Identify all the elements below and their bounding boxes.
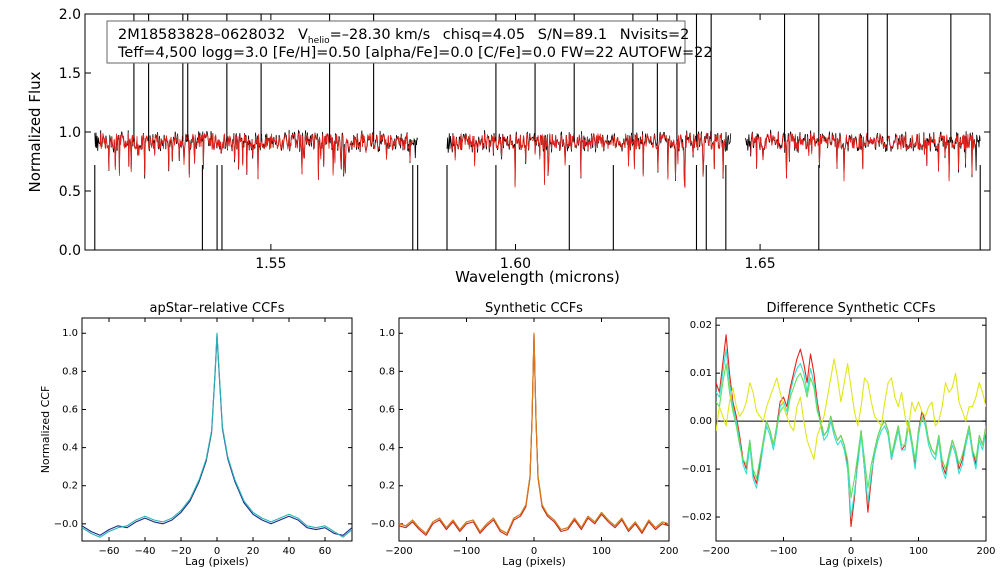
x-tick-label: 0 <box>848 546 854 557</box>
x-tick-label: −100 <box>453 546 480 557</box>
y-tick-label: 0.2 <box>62 481 78 492</box>
series-line-ccf-cyan <box>82 332 352 538</box>
series-line-syn-orange <box>399 332 669 534</box>
y-tick-label: 0.01 <box>690 368 712 379</box>
panel-title: Difference Synthetic CCFs <box>766 301 935 316</box>
y-tick-label: 0.6 <box>379 404 395 415</box>
y-tick-label: 1.5 <box>59 66 81 82</box>
y-tick-label: 0.00 <box>690 416 712 427</box>
synthetic-ccf-panel: −200 −100 0 100 200 −0.0 0.2 0.4 0.6 0.8 1.0 Synthe… <box>371 301 679 568</box>
x-tick-label: 0 <box>214 546 220 557</box>
y-tick-label: 0.02 <box>690 320 712 331</box>
y-tick-label: 1.0 <box>62 328 78 339</box>
x-tick-label: 200 <box>659 546 678 557</box>
x-tick-label: 100 <box>592 546 611 557</box>
y-tick-label: −0.0 <box>371 519 395 530</box>
plot-frame <box>81 317 353 542</box>
y-tick-label: −0.0 <box>54 519 78 530</box>
snr-value: S/N=89.1 <box>538 27 607 43</box>
x-tick-label: −60 <box>98 546 119 557</box>
series-line-ccf-dark <box>82 334 352 536</box>
x-tick-label: 20 <box>247 546 260 557</box>
series-line-diff-green <box>716 363 986 499</box>
x-axis-title: Lag (pixels) <box>819 555 883 568</box>
y-tick-label: −0.02 <box>681 512 712 523</box>
series-group <box>399 332 669 536</box>
y-tick-label: −0.01 <box>681 464 712 475</box>
x-tick-label: 1.65 <box>744 256 775 272</box>
y-tick-label: 0.8 <box>62 366 78 377</box>
panel-title: apStar–relative CCFs <box>150 301 285 316</box>
apstar-ccf-panel: −60 −40 −20 0 20 40 60 −0.0 0.2 0.4 0.6 0.8 1.0 apSta… <box>39 301 353 568</box>
star-id: 2M18583828–0628032 <box>118 27 285 43</box>
difference-ccf-panel: −200 −100 0 100 200 −0.02 −0.01 0.00 0.01 0.02 Dif… <box>681 301 995 568</box>
y-axis-title: Normalized Flux <box>26 71 44 192</box>
series-line-syn-red <box>399 334 669 536</box>
vhelio-value: =–28.30 km/s <box>330 27 430 43</box>
x-tick-label: 100 <box>909 546 928 557</box>
x-axis-title: Lag (pixels) <box>502 555 566 568</box>
nvisits-value: Nvisits=2 <box>620 27 690 43</box>
y-tick-label: 0.5 <box>59 184 81 200</box>
x-tick-label: 1.60 <box>500 256 531 272</box>
chisq-value: chisq=4.05 <box>443 27 525 43</box>
info-box-frame <box>106 20 686 64</box>
x-tick-label: −200 <box>385 546 412 557</box>
vhelio-prefix: V <box>298 27 308 43</box>
y-tick-label: 0.2 <box>379 481 395 492</box>
spectrum-panel: 1.55 1.60 1.65 0.0 0.5 1.0 1.5 2.0 Wavelength (m… <box>26 7 991 286</box>
y-tick-label: 0.6 <box>62 404 78 415</box>
series-line-syn-green <box>399 332 669 534</box>
y-tick-label: 0.4 <box>62 443 78 454</box>
y-tick-label: 1.0 <box>59 125 81 141</box>
model-spectrum-chip <box>451 132 726 188</box>
x-tick-label: 1.55 <box>255 256 286 272</box>
x-tick-label: 200 <box>976 546 995 557</box>
x-axis-title: Wavelength (microns) <box>455 268 620 286</box>
vhelio-subscript: helio <box>308 36 330 46</box>
series-group <box>82 332 352 538</box>
y-tick-label: 0.8 <box>379 366 395 377</box>
y-tick-label: 1.0 <box>379 328 395 339</box>
panel-title: Synthetic CCFs <box>485 301 583 316</box>
info-box: 2M18583828–0628032 Vhelio=–28.30 km/s ch… <box>106 20 713 64</box>
info-line-2: Teff=4,500 logg=3.0 [Fe/H]=0.50 [alpha/F… <box>117 45 713 61</box>
series-line-diff-yellow <box>716 358 986 461</box>
y-tick-label: 0.4 <box>379 443 395 454</box>
series-line-diff-cyan <box>716 348 986 518</box>
x-tick-label: 60 <box>319 546 332 557</box>
x-axis-title: Lag (pixels) <box>185 555 249 568</box>
x-tick-label: −100 <box>770 546 797 557</box>
y-tick-label: 2.0 <box>59 7 81 23</box>
info-line-1: 2M18583828–0628032 Vhelio=–28.30 km/s ch… <box>118 27 689 46</box>
model-spectrum-chip <box>99 132 413 180</box>
x-tick-label: 0 <box>531 546 537 557</box>
x-tick-label: −20 <box>170 546 191 557</box>
plot-frame <box>715 317 987 542</box>
y-axis-title: Normalized CCF <box>39 386 52 474</box>
y-tick-label: 0.0 <box>59 243 81 259</box>
x-tick-label: 40 <box>283 546 296 557</box>
x-tick-label: −40 <box>134 546 155 557</box>
model-spectrum-chip <box>750 133 976 182</box>
x-tick-label: −200 <box>702 546 729 557</box>
series-group <box>716 334 986 528</box>
